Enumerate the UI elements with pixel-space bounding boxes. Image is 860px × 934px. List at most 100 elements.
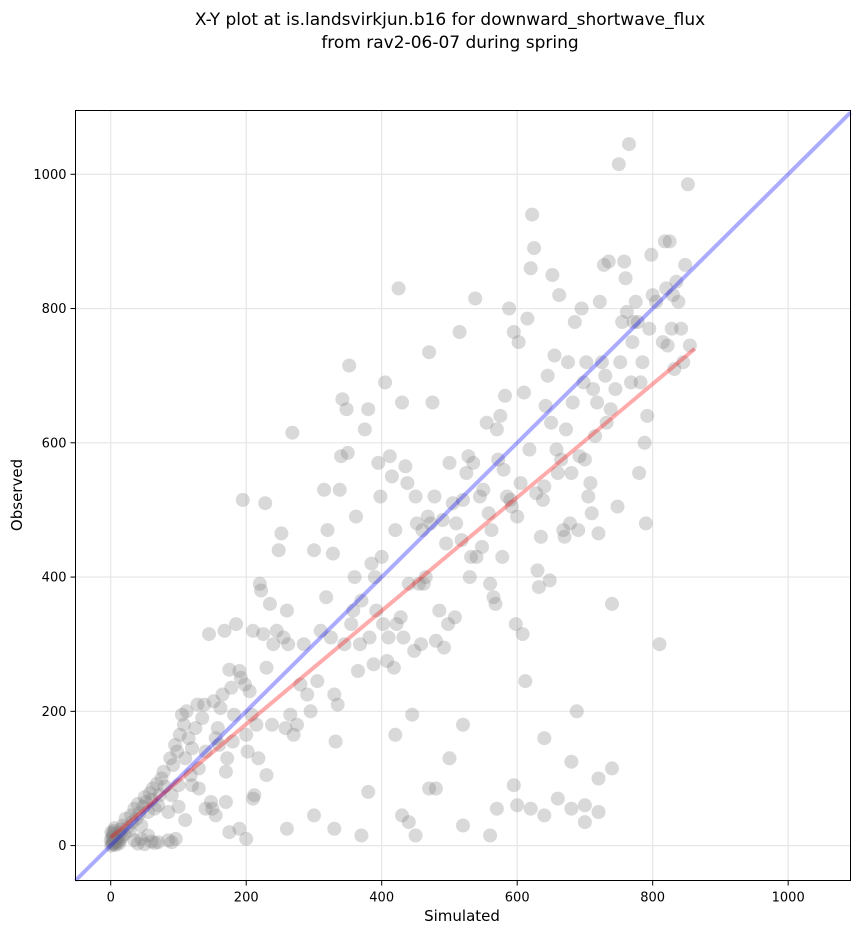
- data-point: [481, 506, 496, 521]
- data-point: [525, 207, 540, 222]
- data-point: [118, 811, 133, 826]
- grid-lines: [75, 110, 851, 881]
- data-point: [137, 837, 152, 852]
- data-point: [645, 288, 660, 303]
- data-point: [107, 832, 122, 847]
- data-point: [224, 680, 239, 695]
- data-point: [517, 385, 531, 400]
- data-point: [461, 449, 476, 464]
- data-point: [274, 526, 289, 541]
- data-point: [344, 617, 359, 632]
- data-point: [127, 801, 142, 816]
- data-point: [398, 459, 413, 474]
- data-point: [456, 492, 470, 507]
- data-point: [164, 788, 179, 803]
- data-point: [416, 576, 431, 591]
- data-point: [293, 677, 308, 692]
- data-point: [599, 415, 614, 430]
- data-point: [347, 570, 362, 585]
- data-point: [428, 633, 443, 648]
- data-point: [254, 583, 269, 598]
- data-point: [242, 684, 257, 699]
- data-point: [574, 301, 589, 316]
- data-point: [655, 335, 670, 350]
- data-point: [109, 831, 124, 846]
- data-point: [237, 677, 252, 692]
- data-point: [141, 828, 155, 843]
- data-point: [233, 670, 248, 685]
- data-point: [197, 697, 212, 712]
- data-point: [217, 623, 232, 638]
- data-point: [303, 704, 318, 719]
- data-point: [265, 717, 279, 732]
- data-point: [249, 717, 264, 732]
- data-point: [166, 758, 181, 772]
- data-point: [388, 523, 403, 538]
- data-point: [281, 637, 296, 652]
- data-point: [232, 821, 247, 836]
- data-point: [178, 751, 193, 766]
- data-point: [183, 768, 198, 783]
- data-point: [364, 556, 379, 571]
- data-point: [652, 637, 667, 652]
- data-point: [147, 801, 162, 816]
- data-point: [239, 727, 254, 742]
- data-point: [531, 580, 546, 595]
- data-point: [279, 821, 294, 836]
- data-point: [571, 523, 586, 538]
- data-point: [240, 744, 255, 759]
- data-point: [662, 234, 677, 249]
- y-tick-label: 400: [42, 571, 67, 586]
- y-axis-label: Observed: [8, 459, 26, 531]
- data-point: [283, 707, 298, 722]
- data-point: [506, 778, 521, 793]
- data-point: [330, 697, 345, 712]
- data-points: [103, 137, 697, 853]
- data-point: [327, 687, 342, 702]
- data-point: [235, 492, 250, 507]
- data-point: [408, 489, 423, 504]
- data-point: [523, 261, 538, 276]
- data-point: [213, 701, 228, 715]
- data-point: [632, 466, 647, 480]
- data-point: [198, 801, 213, 816]
- data-point: [422, 781, 437, 796]
- data-point: [137, 790, 152, 805]
- data-point: [567, 315, 582, 329]
- data-point: [107, 823, 122, 838]
- data-point: [239, 831, 254, 846]
- data-point: [479, 415, 494, 430]
- data-point: [576, 375, 591, 390]
- data-point: [550, 791, 565, 806]
- data-point: [565, 395, 580, 410]
- data-point: [252, 576, 267, 591]
- data-point: [106, 837, 121, 852]
- data-point: [630, 315, 645, 329]
- data-point: [491, 452, 506, 467]
- data-point: [619, 304, 634, 319]
- data-point: [210, 721, 225, 736]
- data-point: [113, 822, 128, 837]
- data-point: [317, 482, 332, 497]
- data-point: [111, 829, 126, 844]
- data-point: [109, 833, 124, 848]
- fit-line: [109, 347, 696, 840]
- data-point: [611, 157, 626, 172]
- data-point: [549, 442, 564, 457]
- data-point: [445, 496, 460, 511]
- data-point: [495, 549, 510, 564]
- data-point: [206, 694, 221, 709]
- data-point: [442, 751, 457, 766]
- data-point: [105, 834, 120, 849]
- data-point: [624, 375, 638, 390]
- data-point: [143, 786, 157, 801]
- data-point: [666, 288, 680, 303]
- data-point: [269, 623, 284, 638]
- data-point: [428, 781, 443, 796]
- data-point: [635, 355, 650, 370]
- data-point: [439, 536, 454, 551]
- data-point: [591, 771, 606, 786]
- data-point: [564, 466, 579, 480]
- data-point: [454, 533, 469, 548]
- data-point: [638, 516, 653, 531]
